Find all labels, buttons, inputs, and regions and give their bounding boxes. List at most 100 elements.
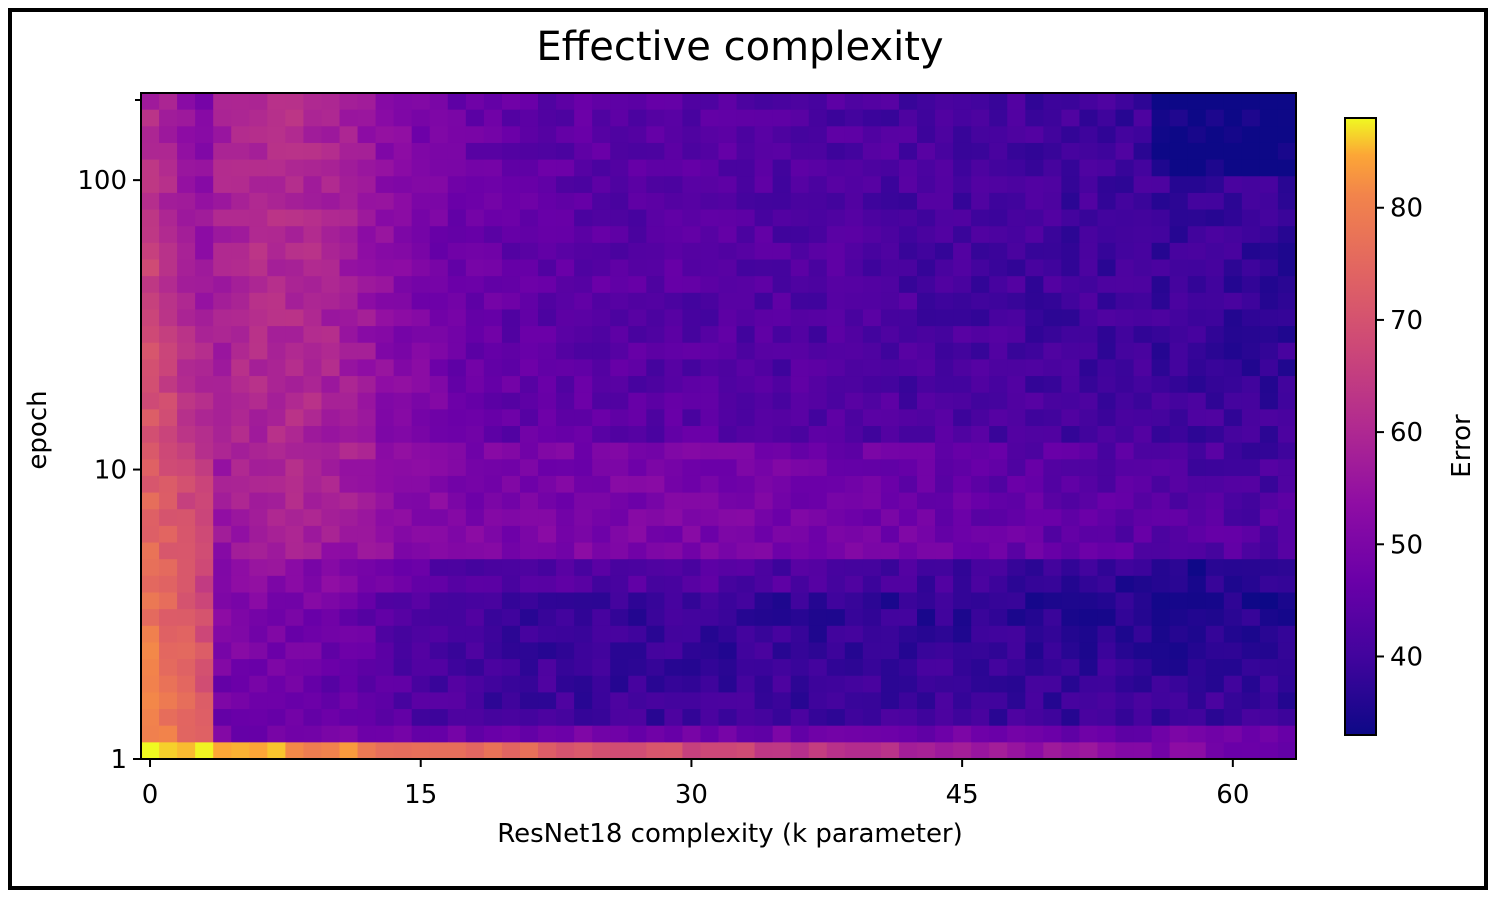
heatmap-cell [844,509,864,527]
heatmap-cell [646,309,665,327]
heatmap-cell [574,409,593,427]
heatmap-cell [718,409,738,427]
heatmap-cell [574,559,593,577]
heatmap-cell [1277,259,1297,277]
heatmap-cell [898,575,918,594]
heatmap-cell [375,692,395,710]
heatmap-cell [393,292,413,311]
heatmap-cell [1151,326,1171,344]
heatmap-cell [1241,442,1261,460]
heatmap-cell [1007,326,1026,344]
heatmap-cell [447,426,467,444]
heatmap-cell [844,259,864,277]
heatmap-cell [303,109,323,127]
heatmap-cell [1151,259,1171,277]
heatmap-cell [898,142,918,161]
heatmap-cell [772,642,792,660]
heatmap-cell [862,392,882,410]
heatmap-cell [1187,625,1207,644]
heatmap-cell [1187,226,1207,244]
heatmap-cell [1241,559,1261,577]
heatmap-cell [772,609,792,627]
heatmap-cell [898,525,918,544]
heatmap-cell [700,259,720,277]
heatmap-cell [177,176,196,194]
heatmap-cell [339,126,359,144]
heatmap-cell [754,426,774,444]
heatmap-cell [1097,609,1117,627]
heatmap-cell [411,176,431,194]
heatmap-cell [1277,392,1297,410]
heatmap-cell [772,259,792,277]
heatmap-cell [285,559,305,577]
heatmap-cell [1205,359,1225,377]
heatmap-cell [249,609,268,627]
heatmap-cell [646,226,665,244]
heatmap-cell [1151,675,1171,693]
heatmap-cell [1007,675,1026,693]
heatmap-cell [1151,309,1171,327]
heatmap-cell [159,159,178,177]
heatmap-cell [321,692,341,710]
heatmap-cell [971,742,990,760]
heatmap-cell [538,492,557,510]
heatmap-cell [682,309,702,327]
heatmap-cell [718,575,738,594]
heatmap-cell [664,542,684,560]
heatmap-cell [790,642,810,660]
heatmap-cell [447,93,467,111]
heatmap-cell [231,276,250,294]
heatmap-cell [195,326,214,344]
heatmap-cell [519,492,539,510]
heatmap-cell [357,176,377,194]
heatmap-cell [1007,359,1026,377]
heatmap-cell [1061,109,1081,127]
heatmap-cell [538,709,557,727]
heatmap-cell [989,292,1008,311]
heatmap-cell [519,475,539,494]
heatmap-cell [664,475,684,494]
heatmap-cell [1223,259,1243,277]
heatmap-cell [538,625,557,644]
heatmap-cell [1205,742,1225,760]
heatmap-cell [339,309,359,327]
heatmap-cell [249,509,268,527]
heatmap-cell [664,192,684,211]
heatmap-cell [628,542,647,560]
heatmap-cell [989,226,1008,244]
heatmap-cell [556,742,575,760]
heatmap-cell [1115,542,1135,560]
heatmap-cell [1277,442,1297,460]
heatmap-cell [718,442,738,460]
heatmap-cell [213,409,232,427]
heatmap-cell [826,442,846,460]
heatmap-cell [213,426,232,444]
heatmap-cell [1007,559,1026,577]
heatmap-cell [429,326,449,344]
heatmap-cell [411,342,431,360]
heatmap-cell [159,326,178,344]
heatmap-cell [411,725,431,743]
heatmap-cell [267,709,286,727]
heatmap-cell [790,692,810,710]
heatmap-cell [971,342,990,360]
heatmap-cell [1133,276,1153,294]
heatmap-cell [483,475,503,494]
heatmap-cell [483,642,503,660]
heatmap-cell [159,409,178,427]
heatmap-cell [177,209,196,227]
heatmap-cell [195,509,214,527]
heatmap-cell [1043,592,1062,610]
heatmap-cell [592,326,611,344]
heatmap-cell [141,525,160,544]
heatmap-cell [808,442,828,460]
heatmap-cell [790,625,810,644]
heatmap-cell [375,192,395,211]
heatmap-cell [1097,326,1117,344]
heatmap-cell [321,675,341,693]
heatmap-cell [718,209,738,227]
heatmap-cell [231,459,250,477]
heatmap-cell [465,559,485,577]
heatmap-cell [1079,559,1099,577]
heatmap-cell [231,642,250,660]
